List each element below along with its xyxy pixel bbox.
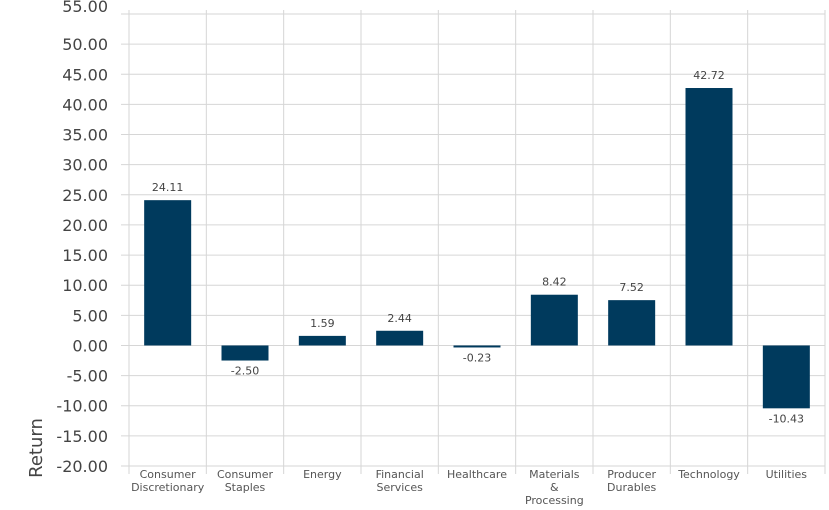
bars xyxy=(144,88,810,409)
category-label: Energy xyxy=(303,468,342,481)
y-axis-ticks: 55.00 50.00 45.00 40.00 35.00 30.00 25.00 20.00… xyxy=(56,0,108,476)
y-tick-label: -10.00 xyxy=(56,397,108,416)
category-label: Materials & Processing xyxy=(525,468,584,507)
data-label: -0.23 xyxy=(463,351,491,364)
bar xyxy=(608,300,656,346)
bar xyxy=(453,345,501,348)
category-label: Healthcare xyxy=(447,468,507,481)
category-label: Producer Durables xyxy=(607,468,657,494)
bar xyxy=(376,330,424,346)
y-tick-label: 25.00 xyxy=(62,186,108,205)
y-tick-label: 20.00 xyxy=(62,216,108,235)
category-label-line: Technology xyxy=(677,468,740,481)
bar xyxy=(530,294,578,346)
y-tick-label: 10.00 xyxy=(62,276,108,295)
category-label: Financial Services xyxy=(376,468,424,494)
category-label: Technology xyxy=(677,468,740,481)
data-label: 8.42 xyxy=(542,276,567,289)
category-label: Consumer Discretionary xyxy=(131,468,205,494)
y-tick-label: 0.00 xyxy=(72,336,108,355)
category-label-line: Energy xyxy=(303,468,342,481)
category-label-line: Financial xyxy=(376,468,424,481)
category-label: Consumer Staples xyxy=(217,468,274,494)
category-label-line: Healthcare xyxy=(447,468,507,481)
bar xyxy=(298,335,346,346)
data-label: -2.50 xyxy=(231,365,259,378)
data-label: -10.43 xyxy=(769,412,804,425)
category-label-line: Processing xyxy=(525,494,584,507)
y-tick-label: 55.00 xyxy=(62,0,108,16)
data-label: 1.59 xyxy=(310,317,335,330)
y-tick-label: 35.00 xyxy=(62,126,108,145)
category-label-line: Producer xyxy=(607,468,656,481)
category-label-line: Staples xyxy=(225,481,266,494)
category-label-line: & xyxy=(550,481,559,494)
y-tick-label: 40.00 xyxy=(62,95,108,114)
y-tick-label: -20.00 xyxy=(56,457,108,476)
data-label: 42.72 xyxy=(693,69,725,82)
y-tick-label: 45.00 xyxy=(62,65,108,84)
y-tick-label: 50.00 xyxy=(62,35,108,54)
y-tick-label: -15.00 xyxy=(56,427,108,446)
y-axis-label: Return xyxy=(26,418,47,478)
y-tick-label: -5.00 xyxy=(67,367,108,386)
data-label: 24.11 xyxy=(152,181,184,194)
bar xyxy=(144,200,192,346)
data-labels: 24.11 -2.50 1.59 2.44 -0.23 8.42 7.52 42.72 -10.… xyxy=(152,69,804,425)
bar xyxy=(685,88,733,346)
data-label: 7.52 xyxy=(619,281,644,294)
y-tick-label: 15.00 xyxy=(62,246,108,265)
category-label-line: Utilities xyxy=(766,468,808,481)
category-label-line: Durables xyxy=(607,481,657,494)
category-label-line: Consumer xyxy=(217,468,274,481)
bar xyxy=(221,345,269,361)
category-label-line: Consumer xyxy=(140,468,197,481)
category-label: Utilities xyxy=(766,468,808,481)
bar xyxy=(762,345,810,409)
y-tick-label: 5.00 xyxy=(72,306,108,325)
category-label-line: Services xyxy=(376,481,423,494)
y-tick-label: 30.00 xyxy=(62,156,108,175)
category-label-line: Discretionary xyxy=(131,481,205,494)
data-label: 2.44 xyxy=(387,312,412,325)
category-label-line: Materials xyxy=(529,468,580,481)
